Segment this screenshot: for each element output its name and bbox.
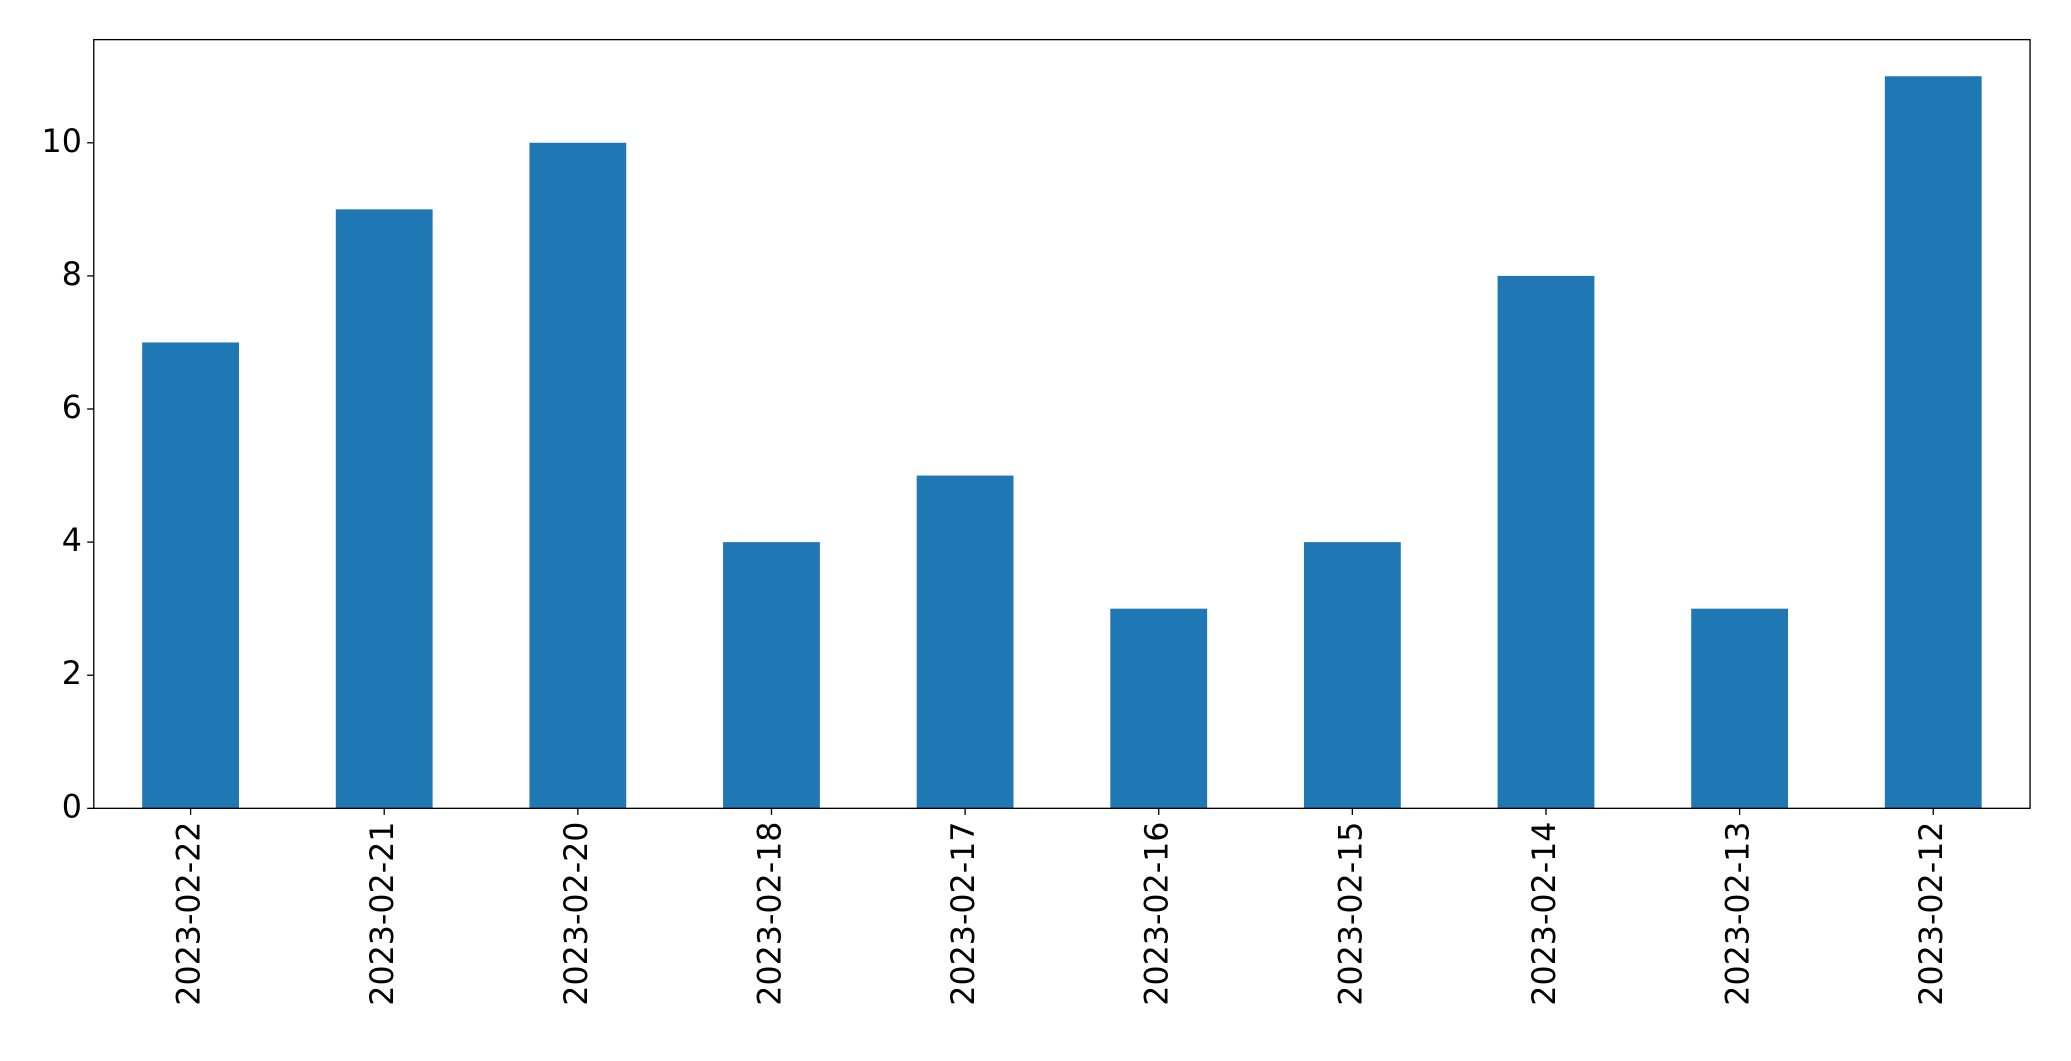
x-tick-label: 2023-02-22 <box>172 822 208 1006</box>
bar <box>142 342 239 809</box>
y-tick-label: 8 <box>62 257 82 293</box>
x-tick-label: 2023-02-20 <box>559 822 595 1006</box>
bar <box>723 542 820 809</box>
x-tick-label: 2023-02-21 <box>365 822 401 1006</box>
bar <box>1303 542 1401 809</box>
x-tick-label: 2023-02-14 <box>1527 822 1563 1006</box>
x-tick-label: 2023-02-15 <box>1333 822 1369 1006</box>
y-tick-label: 10 <box>42 124 82 160</box>
x-tick-label: 2023-02-18 <box>752 822 788 1006</box>
bar <box>916 475 1014 809</box>
x-tick-label: 2023-02-13 <box>1721 822 1757 1006</box>
bar <box>335 209 433 809</box>
y-tick-label: 6 <box>62 390 82 426</box>
y-tick-label: 0 <box>62 789 82 825</box>
y-tick-label: 2 <box>62 656 82 692</box>
bar <box>1884 76 1982 809</box>
bar <box>1691 608 1789 809</box>
x-tick-label: 2023-02-12 <box>1914 822 1950 1006</box>
bar <box>1497 275 1595 809</box>
bar <box>529 142 627 809</box>
bar <box>1110 608 1208 809</box>
y-tick-label: 4 <box>62 523 82 559</box>
plot-frame <box>93 38 2031 809</box>
x-tick-label: 2023-02-17 <box>946 822 982 1006</box>
x-tick-label: 2023-02-16 <box>1140 822 1176 1006</box>
